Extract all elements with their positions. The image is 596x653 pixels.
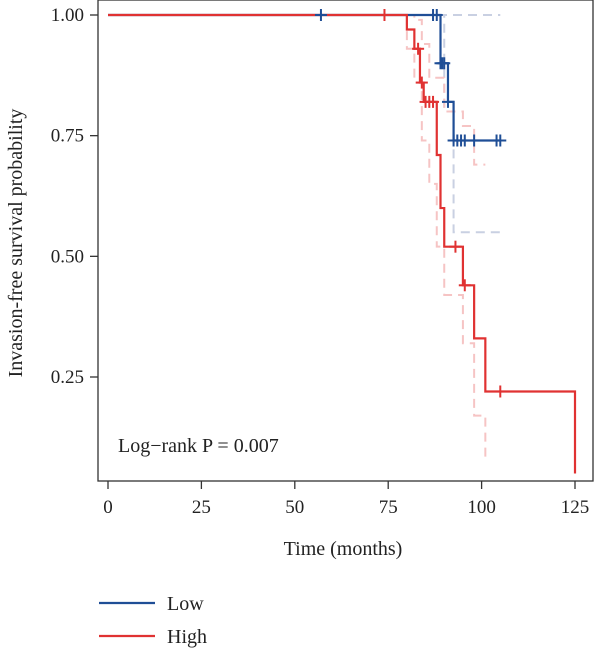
confidence-bands: [108, 14, 501, 460]
y-axis: 0.25 0.50 0.75 1.00: [51, 5, 98, 388]
x-tick-label: 75: [379, 497, 398, 518]
low-censor-mark: [494, 134, 507, 147]
y-tick-label: 0.75: [51, 126, 84, 147]
low-censor-mark: [314, 9, 327, 21]
low-censor-mark: [438, 57, 451, 70]
low-survival-curve: [108, 13, 501, 142]
y-axis-title: Invasion-free survival probability: [5, 109, 27, 378]
legend-label-high: High: [167, 626, 207, 648]
legend-label-low: Low: [167, 593, 204, 615]
x-tick-label: 125: [561, 497, 590, 518]
y-tick-label: 0.50: [51, 246, 84, 267]
plot-area-frame: [97, 0, 594, 482]
x-axis: 0 25 50 75 100 125: [103, 481, 589, 518]
censor-marks: [314, 9, 507, 398]
x-tick-label: 50: [285, 497, 304, 518]
legend: Low High: [99, 593, 207, 648]
low-censor-mark: [430, 9, 443, 21]
high-ci-lower-band: [108, 14, 487, 460]
x-tick-label: 100: [467, 497, 496, 518]
x-tick-label: 0: [103, 497, 113, 518]
survival-curves: [108, 13, 577, 474]
x-axis-title: Time (months): [284, 538, 403, 560]
high-censor-mark: [494, 385, 507, 398]
high-censor-mark: [458, 279, 471, 292]
high-survival-curve: [108, 13, 577, 474]
high-censor-mark: [427, 95, 440, 108]
high-ci-upper-band: [108, 14, 486, 166]
low-censor-mark: [468, 134, 481, 147]
y-tick-label: 1.00: [51, 5, 84, 26]
high-censor-mark: [412, 42, 425, 55]
high-censor-mark: [449, 240, 462, 253]
high-censor-mark: [415, 76, 428, 89]
logrank-annotation: Log−rank P = 0.007: [118, 435, 279, 457]
x-tick-label: 25: [192, 497, 211, 518]
low-censor-mark: [441, 95, 454, 108]
high-censor-mark: [378, 9, 391, 21]
y-tick-label: 0.25: [51, 367, 84, 388]
